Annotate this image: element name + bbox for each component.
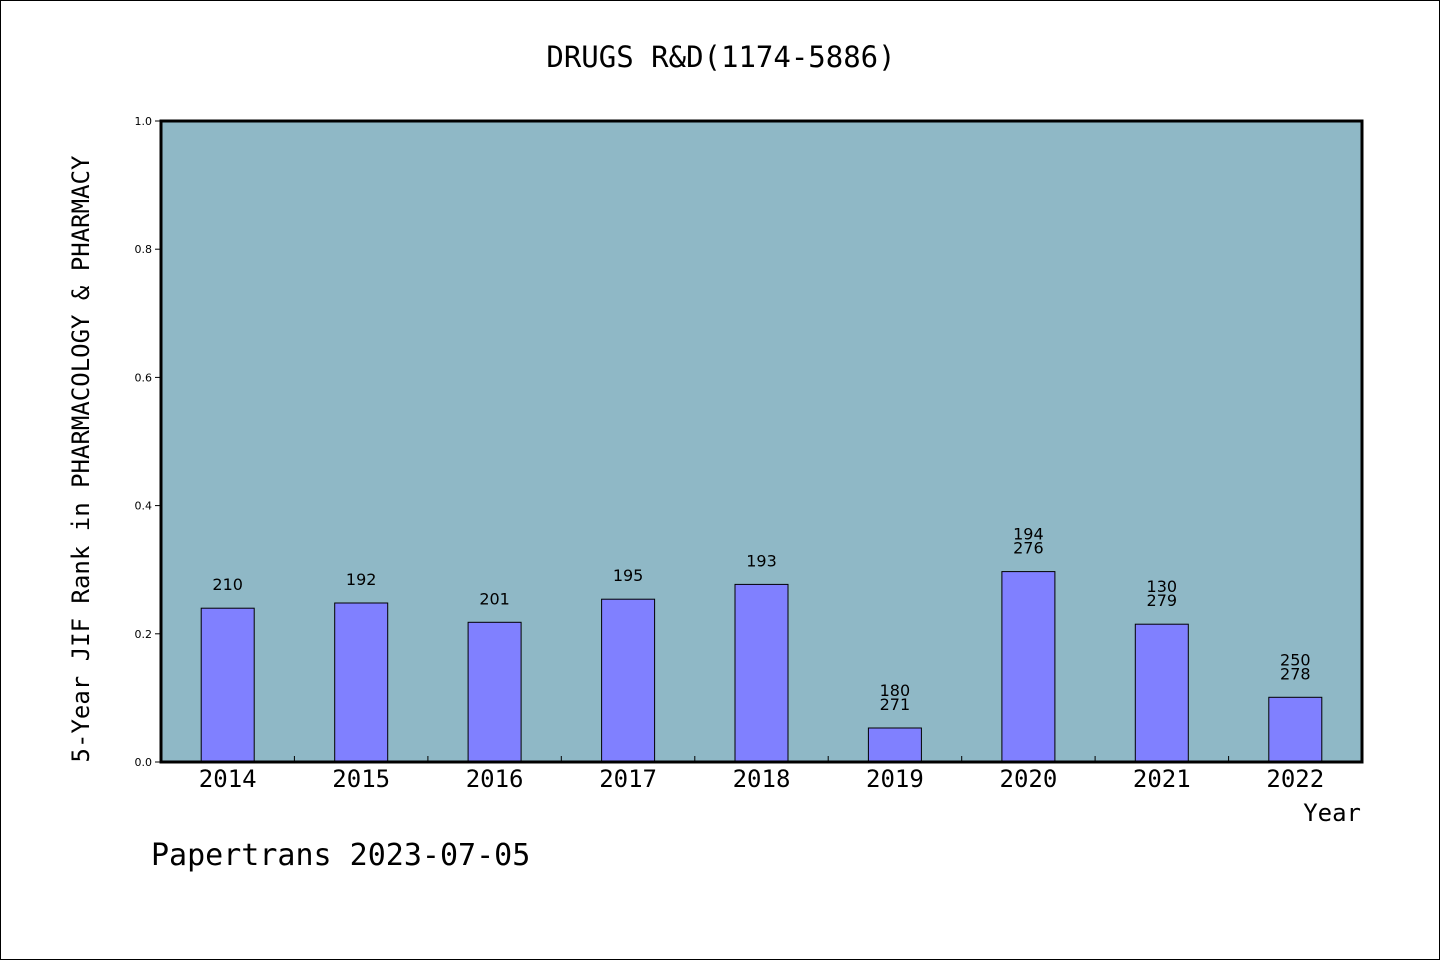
data-label-2019-2: 271 xyxy=(880,695,911,714)
y-tick-label-1: 0.2 xyxy=(135,628,153,641)
bar-2016 xyxy=(467,621,522,763)
data-label-2016-1: 201 xyxy=(479,589,510,608)
bar-2017 xyxy=(601,598,656,763)
data-label-2019-1: 180 xyxy=(880,681,911,700)
data-label-2015-1: 192 xyxy=(346,570,377,589)
bars-layer xyxy=(200,571,1323,763)
x-tick-label-2017: 2017 xyxy=(599,765,657,793)
x-tick-label-2018: 2018 xyxy=(733,765,791,793)
x-tick-label-2016: 2016 xyxy=(466,765,524,793)
chart-title: DRUGS R&D(1174-5886) xyxy=(546,40,895,74)
bar-2021 xyxy=(1134,623,1189,763)
bar-2022 xyxy=(1268,696,1323,763)
data-label-2020-2: 276 xyxy=(1013,539,1044,558)
data-label-2018-1: 193 xyxy=(746,551,777,570)
data-label-2017-1: 195 xyxy=(613,566,644,585)
bar-2014 xyxy=(200,607,255,763)
data-label-2014-1: 210 xyxy=(212,575,243,594)
y-tick-label-5: 1.0 xyxy=(135,115,153,128)
y-tick-label-2: 0.4 xyxy=(135,500,153,513)
bar-2019 xyxy=(867,727,922,763)
x-tick-label-2014: 2014 xyxy=(199,765,257,793)
x-axis: 2014 2015 2016 2017 2018 2019 2020 2021 2022 xyxy=(199,756,1324,793)
bar-2020 xyxy=(1001,571,1056,763)
data-label-2022-1: 250 xyxy=(1280,650,1311,669)
x-tick-label-2019: 2019 xyxy=(866,765,924,793)
plot-border xyxy=(159,119,1364,764)
bar-2015 xyxy=(334,602,389,763)
data-label-2022-2: 278 xyxy=(1280,664,1311,683)
data-label-2021-1: 130 xyxy=(1147,577,1178,596)
y-axis-label: 5-Year JIF Rank in PHARMACOLOGY & PHARMA… xyxy=(67,155,95,762)
x-tick-label-2015: 2015 xyxy=(332,765,390,793)
y-tick-label-3: 0.6 xyxy=(135,371,153,384)
footer-credit: Papertrans 2023-07-05 xyxy=(151,838,530,873)
x-tick-label-2020: 2020 xyxy=(1000,765,1058,793)
data-label-2020-1: 194 xyxy=(1013,525,1044,544)
bar-2018 xyxy=(734,583,789,763)
y-axis: 0.0 0.2 0.4 0.6 0.8 1.0 xyxy=(135,115,161,769)
y-tick-label-4: 0.8 xyxy=(135,243,153,256)
x-tick-label-2021: 2021 xyxy=(1133,765,1191,793)
y-tick-label-0: 0.0 xyxy=(135,756,153,769)
x-tick-label-2022: 2022 xyxy=(1266,765,1324,793)
x-axis-label: Year xyxy=(1303,799,1361,827)
data-label-2021-2: 279 xyxy=(1147,591,1178,610)
